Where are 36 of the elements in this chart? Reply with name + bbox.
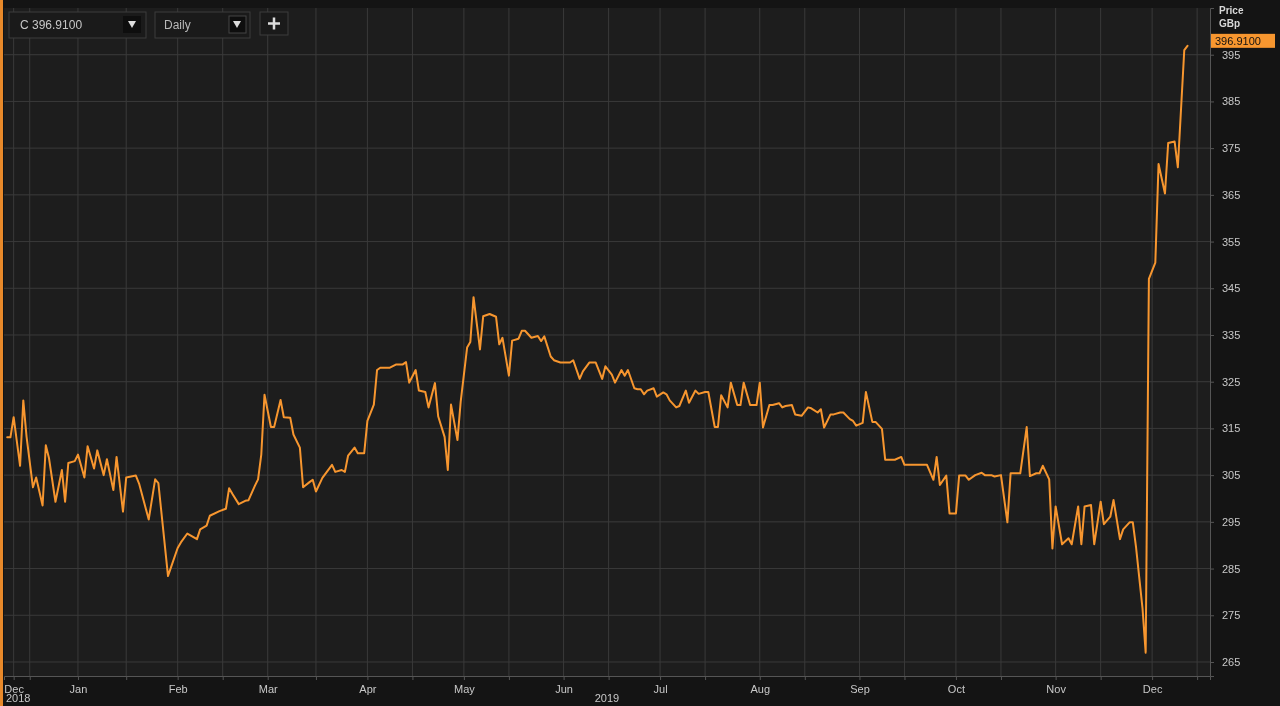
x-tick-label: Dec	[4, 682, 25, 695]
y-tick-label: 305	[1222, 469, 1241, 482]
annotation: C 396.9100	[20, 18, 83, 32]
y-tick-label: 365	[1222, 188, 1241, 201]
x-tick-label: May	[454, 682, 476, 695]
text: 396.9100	[1215, 34, 1261, 47]
y-tick-label: 295	[1222, 515, 1241, 528]
annotation: Daily	[164, 18, 191, 32]
symbol-dropdown: C 396.9100	[8, 11, 147, 39]
x-tick-label: Mar	[258, 682, 279, 695]
text: 2019	[594, 692, 620, 704]
x-tick-label: Dec	[1142, 682, 1163, 695]
x-tick-label: Apr	[359, 682, 377, 695]
interval-dropdown: Daily	[154, 11, 251, 39]
y-tick-label: 285	[1222, 562, 1241, 575]
y-tick-label: 275	[1222, 609, 1241, 622]
x-tick-label: Feb	[168, 682, 188, 695]
x-tick-label: Jul	[653, 682, 668, 695]
y-tick-label: 385	[1222, 95, 1241, 108]
y-tick-label: 345	[1222, 282, 1241, 295]
x-tick-label: Nov	[1046, 682, 1067, 695]
x-tick-label: Jun	[555, 682, 573, 695]
x-tick-label: Aug	[750, 682, 771, 695]
y-tick-label: 265	[1222, 656, 1241, 669]
text: 2018	[6, 692, 31, 704]
x-tick-label: Oct	[947, 682, 965, 695]
y-tick-label: 395	[1222, 48, 1241, 61]
y-tick-label: 315	[1222, 422, 1241, 435]
y-tick-label: 325	[1222, 375, 1241, 388]
y-tick-label: 335	[1222, 329, 1241, 342]
x-tick-label: Sep	[850, 682, 870, 695]
line-series	[6, 44, 1189, 654]
x-tick-label: Jan	[69, 682, 88, 695]
y-tick-label: 355	[1222, 235, 1241, 248]
y-tick-label: 375	[1222, 142, 1241, 155]
y-axis-title: Price GBp	[1219, 5, 1244, 29]
